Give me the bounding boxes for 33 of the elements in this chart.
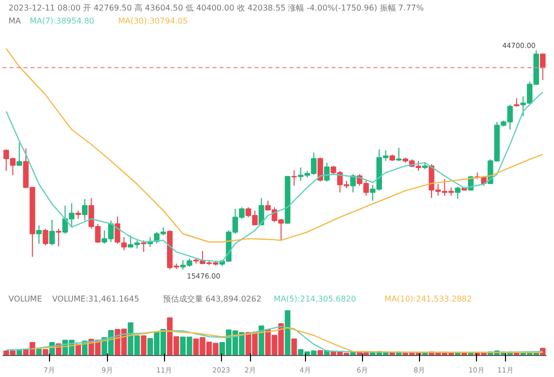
candlestick — [318, 157, 324, 182]
text: VOLUME — [8, 294, 42, 304]
bar — [291, 338, 297, 356]
candlestick — [324, 162, 330, 182]
bar — [36, 348, 42, 356]
candlestick — [396, 147, 402, 162]
candlestick — [350, 174, 356, 193]
text: MA(30):30794.05 — [118, 16, 188, 26]
candlestick — [42, 228, 48, 246]
text: MA(5):214,305.6820 — [274, 294, 356, 304]
text: VOLUME:31,461.1645 — [52, 294, 140, 304]
candlestick — [16, 142, 22, 166]
text: MA(7):38954.80 — [30, 16, 94, 26]
candlestick — [454, 186, 460, 200]
candlestick — [540, 52, 546, 80]
candlestick — [36, 224, 42, 244]
text: MA(10):241,533.2882 — [384, 294, 472, 304]
bar — [16, 350, 22, 356]
candlestick — [140, 240, 146, 252]
candlestick — [291, 170, 297, 186]
candlestick — [114, 216, 120, 244]
bar — [140, 335, 146, 356]
text: 预估成交量 643,894.0262 — [162, 294, 262, 304]
candlestick — [82, 198, 88, 222]
text: 2023-12-11 08:00 开 42769.50 高 43604.50 低 40400.00 收 42038.55 涨幅 -4.00%(-1750.96) 振幅 7.77% — [8, 4, 424, 12]
bar — [284, 310, 290, 356]
candlestick — [49, 219, 55, 246]
bar — [42, 349, 48, 356]
bar — [318, 350, 324, 356]
candlestick — [56, 228, 62, 247]
candlestick — [121, 236, 127, 251]
candlestick — [258, 198, 264, 226]
text: MA — [8, 16, 22, 26]
